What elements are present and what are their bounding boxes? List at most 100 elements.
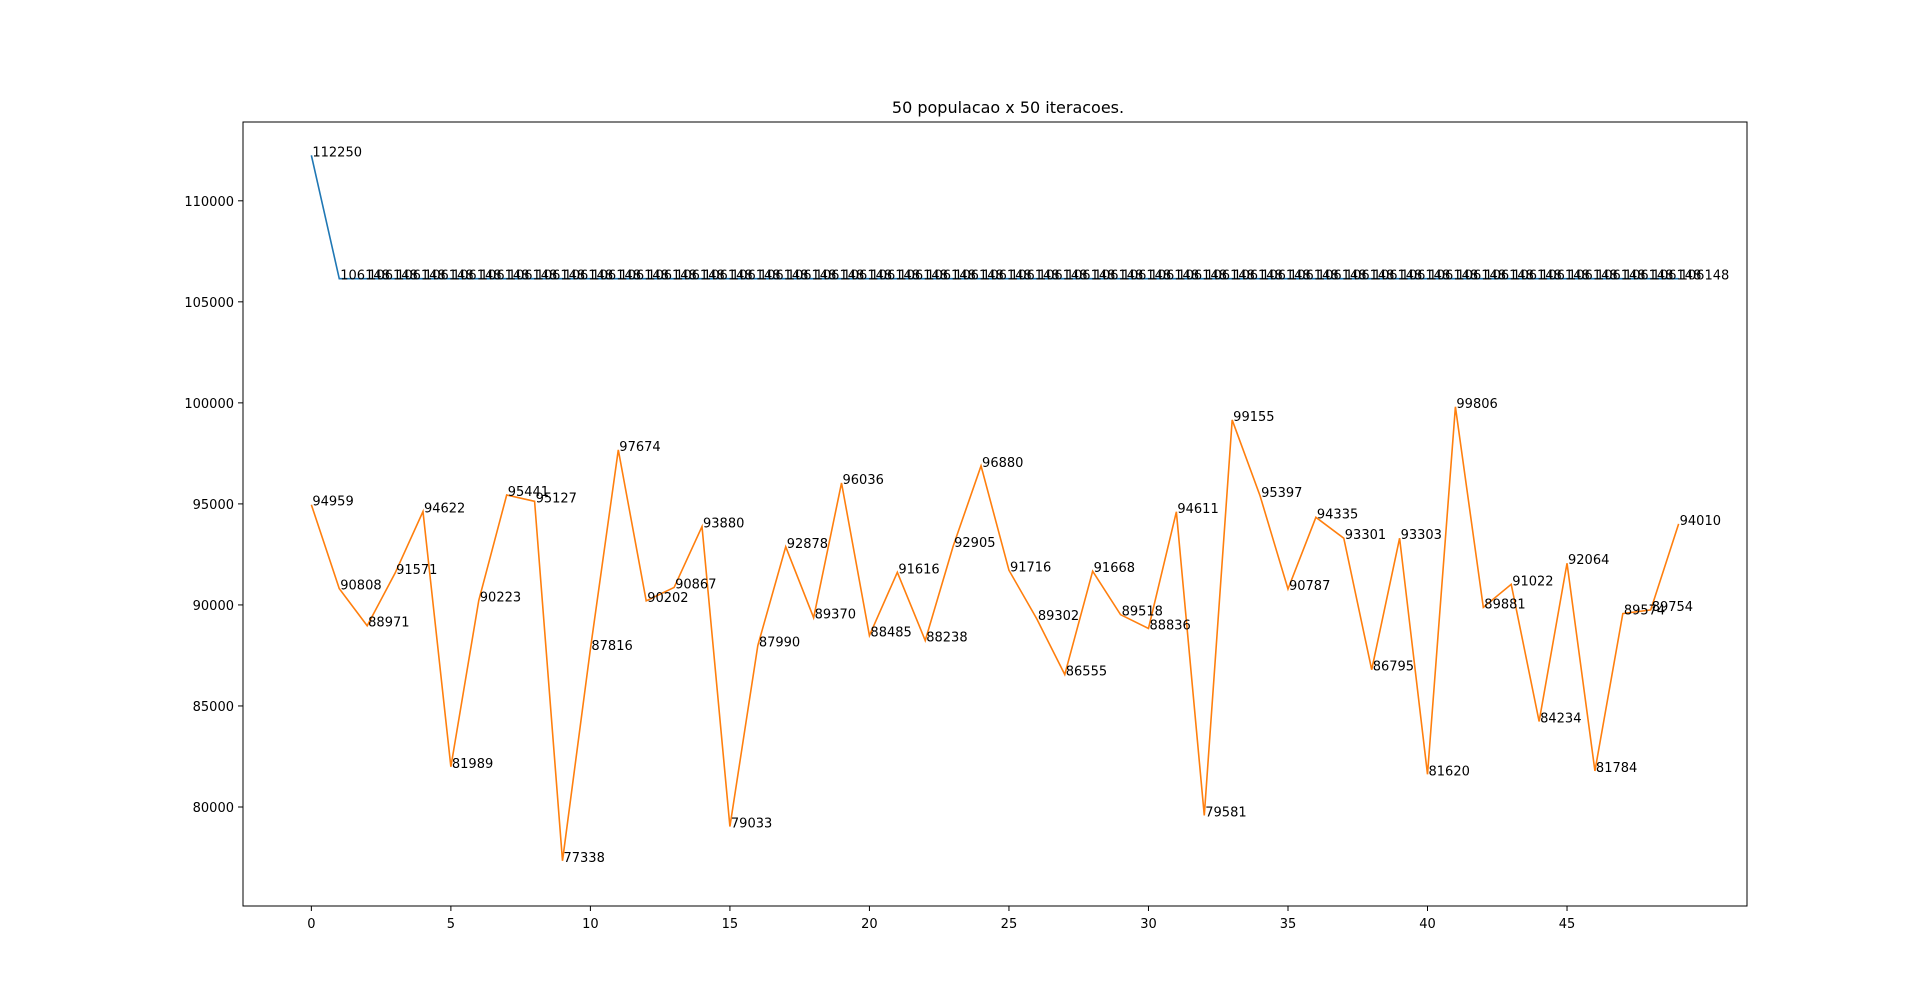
data-label: 88836 (1149, 618, 1190, 633)
data-label: 106148 (982, 269, 1032, 284)
plot-frame (242, 121, 1748, 907)
y-tick-label: 90000 (193, 599, 234, 614)
data-label: 91571 (396, 563, 437, 578)
data-label: 86555 (1066, 665, 1107, 680)
data-label: 106148 (954, 269, 1004, 284)
data-label: 106148 (1205, 269, 1255, 284)
data-label: 90223 (480, 590, 521, 605)
data-label: 94622 (424, 502, 465, 517)
data-label: 93880 (703, 517, 744, 532)
data-label: 106148 (480, 269, 530, 284)
data-label: 106148 (1568, 269, 1618, 284)
data-label: 90202 (647, 591, 688, 606)
data-label: 106148 (1233, 269, 1283, 284)
data-label: 106148 (1066, 269, 1116, 284)
data-label: 88238 (926, 631, 967, 646)
data-label: 106148 (1484, 269, 1534, 284)
data-label: 96036 (843, 473, 884, 488)
series-line-1 (310, 155, 1679, 280)
data-label: 89574 (1624, 604, 1665, 619)
data-label: 106148 (1373, 269, 1423, 284)
data-label: 106148 (340, 269, 390, 284)
data-label: 106148 (870, 269, 920, 284)
data-label: 89302 (1038, 609, 1079, 624)
data-label: 106148 (1652, 269, 1702, 284)
data-label: 106148 (1177, 269, 1227, 284)
data-label: 106148 (591, 269, 641, 284)
data-label: 86795 (1373, 660, 1414, 675)
data-label: 106148 (1596, 269, 1646, 284)
data-label: 81620 (1429, 764, 1470, 779)
data-label: 106148 (1512, 269, 1562, 284)
x-tick-label: 25 (1001, 917, 1018, 932)
data-label: 88485 (870, 626, 911, 641)
data-label: 91668 (1094, 561, 1135, 576)
data-label: 99806 (1456, 397, 1497, 412)
data-label: 106148 (731, 269, 781, 284)
data-label: 97674 (619, 440, 660, 455)
data-label: 92905 (954, 536, 995, 551)
data-label: 106148 (1429, 269, 1479, 284)
data-label: 106148 (536, 269, 586, 284)
data-label: 89754 (1652, 600, 1693, 615)
x-tick-label: 45 (1559, 917, 1576, 932)
data-label: 106148 (1038, 269, 1088, 284)
data-label: 106148 (759, 269, 809, 284)
data-label: 106148 (1149, 269, 1199, 284)
plot-area: 0 5 10 15 20 25 30 35 40 45 80000 85000 90000 95000 10… (184, 121, 1748, 932)
data-label: 106148 (1624, 269, 1674, 284)
x-tick-label: 35 (1280, 917, 1297, 932)
data-label: 79033 (731, 817, 772, 832)
data-label: 106148 (563, 269, 613, 284)
data-label: 89518 (1122, 605, 1163, 620)
data-label: 92064 (1568, 553, 1609, 568)
data-label: 95127 (536, 491, 577, 506)
data-label: 106148 (1010, 269, 1060, 284)
x-tick-label: 0 (307, 917, 315, 932)
data-label: 77338 (563, 851, 604, 866)
data-label: 106148 (787, 269, 837, 284)
data-label: 112250 (312, 145, 362, 160)
data-label: 106148 (675, 269, 725, 284)
y-tick-label: 105000 (184, 296, 234, 311)
data-label: 106148 (703, 269, 753, 284)
data-label: 106148 (396, 269, 446, 284)
data-label: 79581 (1205, 805, 1246, 820)
data-label: 106148 (424, 269, 474, 284)
data-label: 89881 (1484, 597, 1525, 612)
y-tick-label: 100000 (184, 397, 234, 412)
data-label: 106148 (452, 269, 502, 284)
data-label: 94959 (312, 495, 353, 510)
data-label: 94010 (1680, 514, 1721, 529)
y-tick-label: 85000 (193, 700, 234, 715)
data-label: 106148 (1680, 269, 1730, 284)
data-label: 106148 (1456, 269, 1506, 284)
data-label: 87816 (591, 639, 632, 654)
data-label: 106148 (1540, 269, 1590, 284)
data-label: 84234 (1540, 711, 1581, 726)
data-label: 106148 (508, 269, 558, 284)
data-label: 106148 (926, 269, 976, 284)
data-label: 106148 (1317, 269, 1367, 284)
data-label: 106148 (1289, 269, 1339, 284)
data-label: 106148 (1261, 269, 1311, 284)
x-tick-label: 20 (861, 917, 878, 932)
data-label: 106148 (1345, 269, 1395, 284)
data-label: 95397 (1261, 486, 1302, 501)
data-label: 106148 (898, 269, 948, 284)
data-label: 91716 (1010, 560, 1051, 575)
data-label: 106148 (1122, 269, 1172, 284)
y-tick-label: 110000 (184, 195, 234, 210)
data-label: 95441 (508, 485, 549, 500)
data-label: 91616 (898, 562, 939, 577)
data-label: 87990 (759, 636, 800, 651)
data-label: 93303 (1401, 528, 1442, 543)
data-label: 94335 (1317, 507, 1358, 522)
data-label: 106148 (647, 269, 697, 284)
data-label: 81784 (1596, 761, 1637, 776)
data-label: 90787 (1289, 579, 1330, 594)
series-line-2 (310, 406, 1680, 861)
x-tick-label: 15 (722, 917, 739, 932)
data-label: 88971 (368, 616, 409, 631)
